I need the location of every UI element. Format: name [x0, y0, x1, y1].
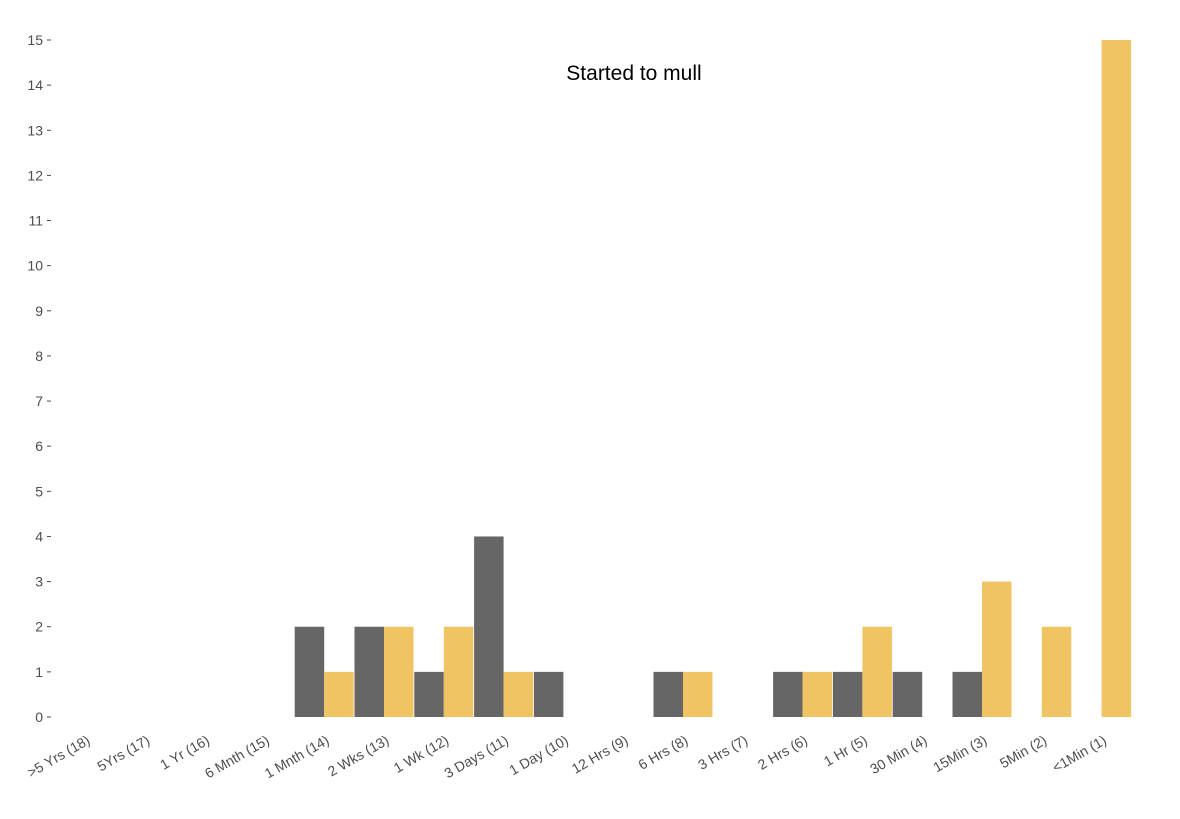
x-tick-label: 6 Mnth (15): [202, 732, 272, 782]
bar: [832, 671, 863, 717]
y-tick-label: 10: [27, 258, 43, 274]
x-tick-label: 15Min (3): [930, 732, 989, 775]
y-tick-label: 9: [35, 303, 43, 319]
x-tick-label: 5Yrs (17): [94, 732, 152, 775]
bar: [443, 626, 474, 717]
y-tick-label: 12: [27, 167, 43, 183]
bar: [414, 671, 444, 717]
x-tick-label: 3 Days (11): [441, 732, 511, 782]
y-tick-label: 5: [35, 483, 43, 499]
x-tick-label: 5Min (2): [997, 732, 1049, 772]
bar: [474, 536, 504, 717]
bar: [982, 581, 1012, 717]
bar: [952, 671, 982, 717]
y-tick-label: 3: [35, 574, 43, 590]
bar: [533, 671, 564, 717]
x-tick-label: 1 Mnth (14): [262, 732, 332, 782]
bar: [324, 671, 354, 717]
x-tick-label: 6 Hrs (8): [635, 732, 690, 773]
y-tick-label: 6: [35, 438, 43, 454]
x-tick-label: 12 Hrs (9): [569, 732, 631, 777]
bar: [503, 671, 534, 717]
bar: [773, 671, 803, 717]
x-tick-label: 2 Wks (13): [325, 732, 392, 780]
x-tick-label: 2 Hrs (6): [755, 732, 810, 773]
bar: [802, 671, 833, 717]
x-tick-label: 30 Min (4): [867, 732, 930, 777]
x-tick-label: 3 Hrs (7): [695, 732, 750, 773]
bar: [1041, 626, 1072, 717]
chart-title: Started to mull: [566, 62, 701, 85]
y-tick-label: 11: [28, 213, 43, 229]
y-tick-label: 8: [35, 348, 43, 364]
y-tick-label: 0: [35, 709, 43, 725]
bars: [294, 40, 1132, 717]
x-tick-label: <1Min (1): [1050, 732, 1110, 776]
x-tick-label: >5 Yrs (18): [24, 732, 92, 781]
bar: [862, 626, 892, 717]
y-tick-label: 14: [27, 77, 43, 93]
y-tick-label: 1: [35, 664, 43, 680]
y-tick-label: 2: [35, 619, 43, 635]
bar: [653, 671, 683, 717]
bar: [1101, 40, 1132, 717]
y-tick-label: 15: [27, 32, 43, 48]
bar: [384, 626, 414, 717]
y-tick-label: 7: [35, 393, 43, 409]
x-tick-label: 1 Day (10): [506, 732, 571, 779]
bar: [294, 626, 325, 717]
bar: [354, 626, 384, 717]
bar: [892, 671, 923, 717]
y-tick-label: 4: [35, 528, 43, 544]
y-tick-label: 13: [27, 122, 43, 138]
bar: [683, 671, 713, 717]
x-axis: >5 Yrs (18) 5Yrs (17) 1 Yr (16)6 Mnth (15)…: [24, 732, 1109, 782]
x-tick-label: 1 Hr (5): [821, 732, 870, 770]
